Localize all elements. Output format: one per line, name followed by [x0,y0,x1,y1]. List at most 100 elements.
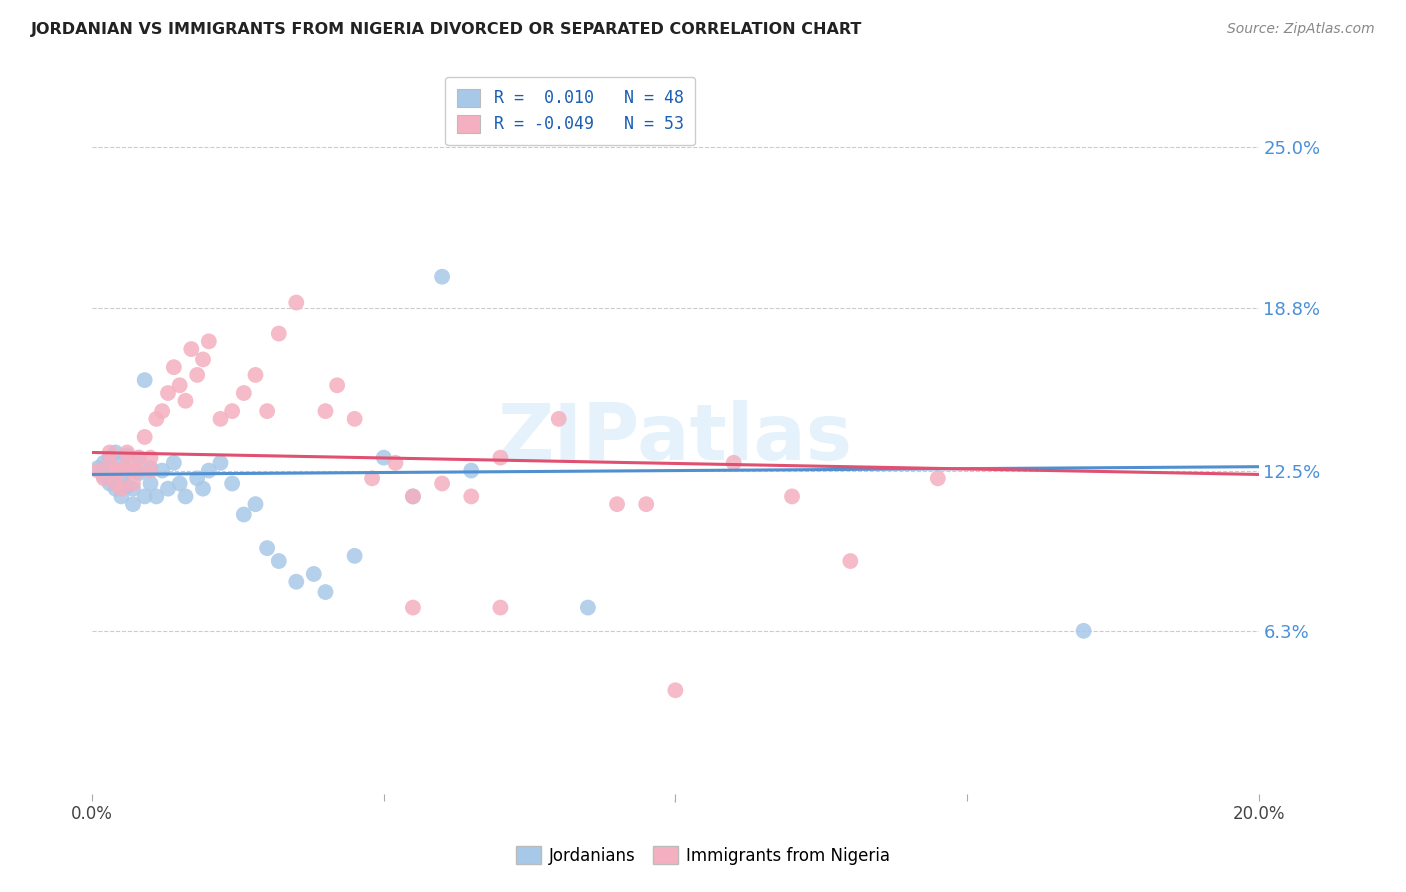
Text: Source: ZipAtlas.com: Source: ZipAtlas.com [1227,22,1375,37]
Point [104,466,127,480]
Point [547,412,569,426]
Point [115,448,138,462]
Point [128,466,150,480]
Point [110,482,132,496]
Point [198,334,221,349]
Point [110,471,132,485]
Point [139,476,162,491]
Point [606,497,628,511]
Point [384,456,406,470]
Point [402,490,425,504]
Point [256,404,278,418]
Point [156,386,179,401]
Point [122,464,145,478]
Point [186,471,208,485]
Point [343,412,366,426]
Point [314,404,336,418]
Point [122,482,145,496]
Point [87,461,110,475]
Point [93,468,115,483]
Point [104,482,127,496]
Point [115,479,138,493]
Point [267,554,290,568]
Point [198,464,221,478]
Point [98,476,121,491]
Point [150,404,173,418]
Point [145,412,167,426]
Point [169,476,191,491]
Point [1073,624,1095,638]
Point [180,342,202,356]
Point [134,430,156,444]
Point [163,360,186,375]
Point [104,445,127,459]
Point [110,490,132,504]
Point [115,464,138,478]
Point [402,490,425,504]
Point [221,404,243,418]
Point [139,450,162,465]
Point [489,600,512,615]
Point [209,412,232,426]
Point [460,464,482,478]
Point [134,373,156,387]
Point [636,497,658,511]
Point [128,450,150,465]
Point [402,600,425,615]
Point [326,378,349,392]
Point [110,456,132,470]
Point [373,450,395,465]
Point [163,456,186,470]
Point [191,352,214,367]
Point [93,471,115,485]
Point [221,476,243,491]
Point [285,295,308,310]
Point [927,471,949,485]
Text: ZIPatlas: ZIPatlas [498,401,853,476]
Point [314,585,336,599]
Point [232,386,254,401]
Legend: R =  0.010   N = 48, R = -0.049   N = 53: R = 0.010 N = 48, R = -0.049 N = 53 [446,77,696,145]
Point [209,456,232,470]
Legend: Jordanians, Immigrants from Nigeria: Jordanians, Immigrants from Nigeria [508,838,898,873]
Point [122,497,145,511]
Point [723,456,745,470]
Point [232,508,254,522]
Point [285,574,308,589]
Point [122,476,145,491]
Point [139,461,162,475]
Point [156,482,179,496]
Point [145,490,167,504]
Point [98,464,121,478]
Point [361,471,384,485]
Point [576,600,599,615]
Point [430,476,453,491]
Point [489,450,512,465]
Point [191,482,214,496]
Point [245,368,267,382]
Point [104,464,127,478]
Point [128,464,150,478]
Point [430,269,453,284]
Point [134,490,156,504]
Point [460,490,482,504]
Point [87,464,110,478]
Point [174,393,197,408]
Point [302,566,325,581]
Point [93,456,115,470]
Point [267,326,290,341]
Point [780,490,803,504]
Point [169,378,191,392]
Text: JORDANIAN VS IMMIGRANTS FROM NIGERIA DIVORCED OR SEPARATED CORRELATION CHART: JORDANIAN VS IMMIGRANTS FROM NIGERIA DIV… [31,22,862,37]
Point [839,554,862,568]
Point [98,445,121,459]
Point [98,450,121,465]
Point [150,464,173,478]
Point [128,450,150,465]
Point [98,456,121,470]
Point [115,445,138,459]
Point [174,490,197,504]
Point [139,464,162,478]
Point [256,541,278,555]
Point [110,464,132,478]
